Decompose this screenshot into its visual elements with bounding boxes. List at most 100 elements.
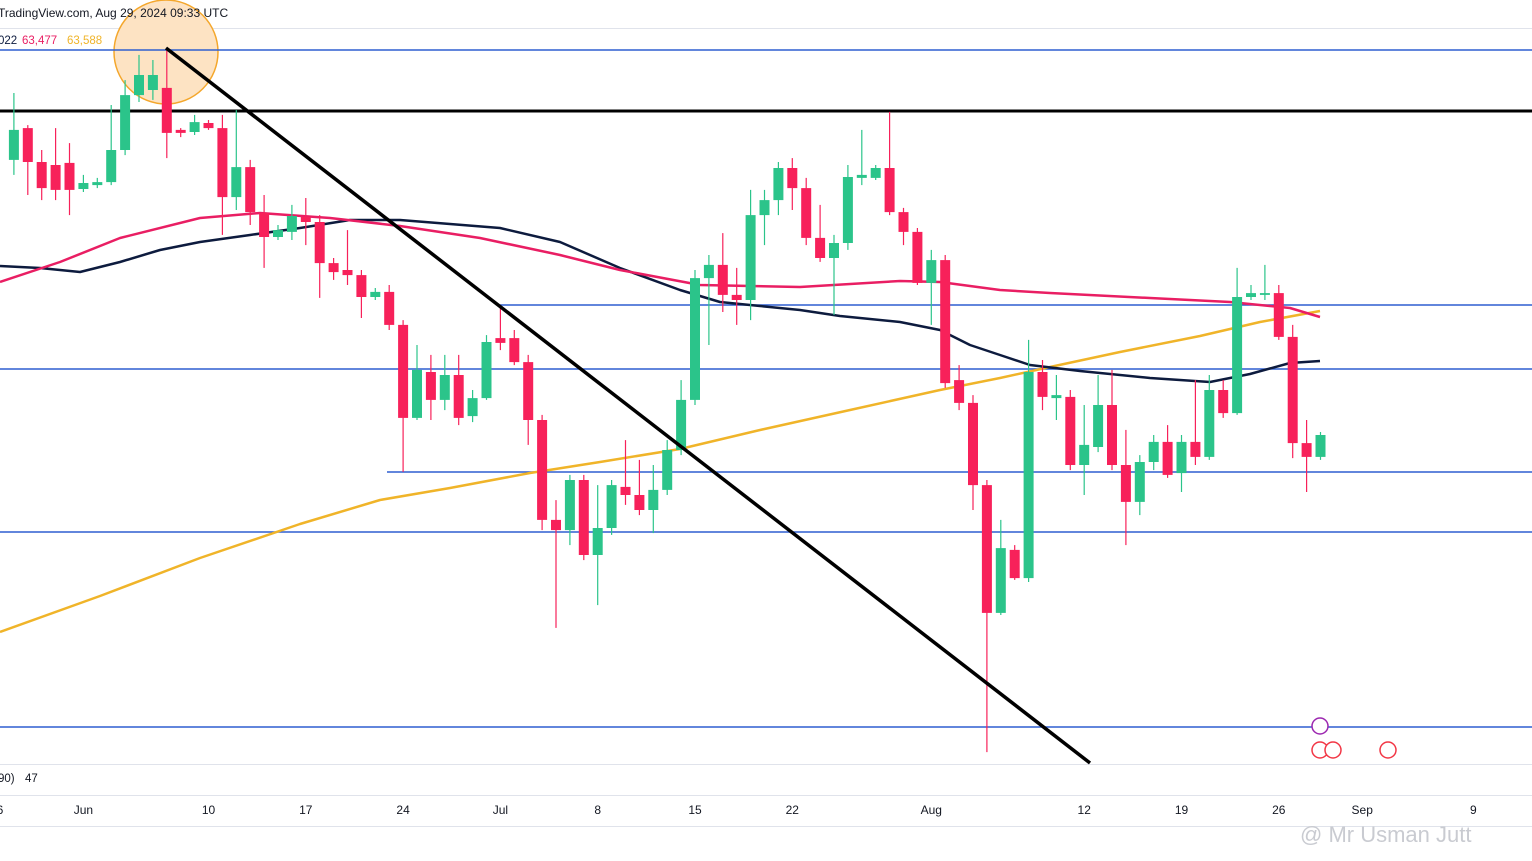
candle-body [912, 231, 923, 283]
candle-body [787, 168, 798, 189]
candles [8, 48, 1326, 753]
candle-body [842, 177, 853, 243]
x-tick-label: 26 [1272, 803, 1286, 817]
candle-body [300, 216, 311, 222]
candle-body [259, 213, 270, 237]
candle-body [773, 168, 784, 201]
candle-body [161, 87, 172, 133]
x-tick-label: 12 [1078, 803, 1092, 817]
x-tick-label: Aug [921, 803, 942, 817]
candle-body [981, 485, 992, 613]
candle-body [147, 75, 158, 90]
candle-body [1287, 336, 1298, 444]
x-tick-label: 19 [1175, 803, 1189, 817]
candle-body [1065, 396, 1076, 465]
candle-body [968, 402, 978, 486]
event-icons [1311, 717, 1397, 759]
candle-body [78, 183, 89, 189]
candle-body [467, 398, 478, 417]
candle-body [634, 495, 645, 510]
candle-body [120, 95, 131, 150]
candle-body [578, 480, 589, 555]
trend-line [164, 46, 1092, 765]
candle-body [1301, 443, 1312, 457]
oscillator-label: 90) [0, 773, 15, 785]
candle-body [370, 291, 381, 297]
x-tick-label: Jun [74, 803, 93, 817]
candle-body [50, 165, 61, 190]
x-tick-label: Jul [493, 803, 508, 817]
candle-body [203, 123, 214, 129]
candle-body [1148, 441, 1159, 462]
candle-body [995, 548, 1006, 613]
candle-body [1162, 441, 1173, 475]
candle-body [453, 375, 464, 418]
candle-body [801, 188, 812, 238]
candle-body [856, 174, 867, 178]
indicator-value: 022 [0, 35, 17, 47]
candle-body [189, 122, 200, 132]
indicator-value: 63,588 [67, 35, 102, 47]
candle-body [328, 263, 339, 273]
x-tick-label: 15 [688, 803, 702, 817]
candle-body [1079, 444, 1090, 465]
candle-body [1134, 462, 1145, 502]
candle-body [92, 182, 103, 186]
candle-body [690, 278, 700, 400]
candle-body [1093, 405, 1104, 447]
ma-line [0, 211, 1321, 319]
candle-body [606, 485, 617, 528]
x-axis: 6 Jun 10 17 24 Jul 8 15 22 Aug 12 19 26 Sep 9 [0, 803, 1477, 817]
candle-body [523, 362, 534, 420]
candle-body [564, 480, 575, 531]
candle-body [1259, 293, 1270, 295]
candle-body [1315, 435, 1326, 457]
candle-body [1009, 549, 1020, 579]
candle-body [217, 128, 228, 198]
x-tick-label: 10 [202, 803, 216, 817]
candle-body [537, 420, 548, 520]
x-tick-label: 24 [396, 803, 410, 817]
candle-body [22, 128, 33, 162]
candle-body [954, 380, 965, 403]
header-text: TradingView.com, Aug 29, 2024 09:33 UTC [0, 6, 228, 20]
candle-body [1218, 390, 1229, 414]
candle-body [425, 372, 436, 400]
candle-body [8, 129, 19, 160]
candle-body [314, 222, 325, 264]
candle-body [398, 324, 409, 418]
event-icon [1311, 717, 1329, 735]
candle-body [134, 75, 144, 96]
candle-body [481, 342, 492, 399]
candle-body [870, 168, 881, 178]
event-icon [1324, 741, 1342, 759]
indicator-value: 63,477 [22, 35, 57, 47]
candle-body [676, 399, 687, 450]
candle-body [620, 486, 631, 495]
candle-body [412, 369, 422, 418]
candle-body [884, 168, 895, 213]
x-tick-label: 9 [1470, 803, 1477, 817]
candle-body [745, 215, 756, 300]
horizontal-levels [0, 49, 1532, 728]
candle-body [286, 216, 297, 232]
candle-body [1051, 395, 1062, 399]
x-tick-label: 6 [0, 803, 4, 817]
candle-body [940, 260, 951, 384]
candle-body [592, 528, 603, 555]
candle-body [1273, 293, 1284, 337]
candle-body [703, 264, 714, 279]
watermark: @ Mr Usman Jutt [1300, 822, 1471, 847]
x-tick-label: 8 [594, 803, 601, 817]
candle-body [1037, 372, 1048, 397]
candle-body [245, 167, 256, 213]
candle-body [898, 212, 909, 232]
candle-body [551, 519, 561, 531]
candle-body [342, 270, 353, 276]
candle-body [1176, 441, 1187, 474]
candle-body [1204, 390, 1215, 457]
candle-body [662, 450, 673, 490]
candle-body [106, 150, 117, 183]
